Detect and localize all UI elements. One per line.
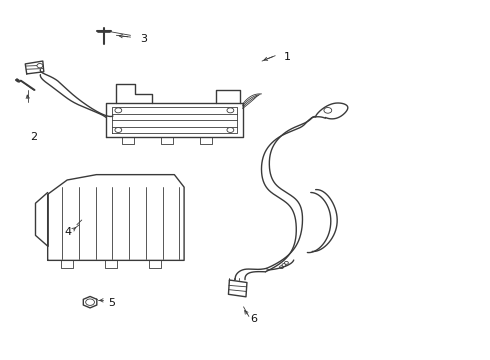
Polygon shape: [48, 180, 184, 260]
Circle shape: [324, 108, 332, 113]
Polygon shape: [83, 296, 97, 308]
Circle shape: [37, 64, 43, 68]
Circle shape: [227, 127, 234, 132]
Text: 6: 6: [250, 314, 257, 324]
Polygon shape: [106, 103, 243, 137]
Circle shape: [115, 127, 122, 132]
Polygon shape: [48, 175, 184, 260]
Text: 2: 2: [30, 132, 37, 142]
Circle shape: [285, 261, 288, 264]
Circle shape: [280, 266, 284, 269]
Text: 3: 3: [140, 34, 147, 44]
Polygon shape: [25, 61, 44, 74]
Polygon shape: [106, 103, 243, 137]
Circle shape: [227, 108, 234, 113]
Circle shape: [282, 264, 286, 266]
Polygon shape: [228, 280, 247, 297]
Text: 5: 5: [109, 298, 116, 308]
Text: 4: 4: [65, 227, 72, 237]
Circle shape: [115, 108, 122, 113]
Text: 1: 1: [284, 52, 291, 62]
Circle shape: [86, 299, 95, 305]
